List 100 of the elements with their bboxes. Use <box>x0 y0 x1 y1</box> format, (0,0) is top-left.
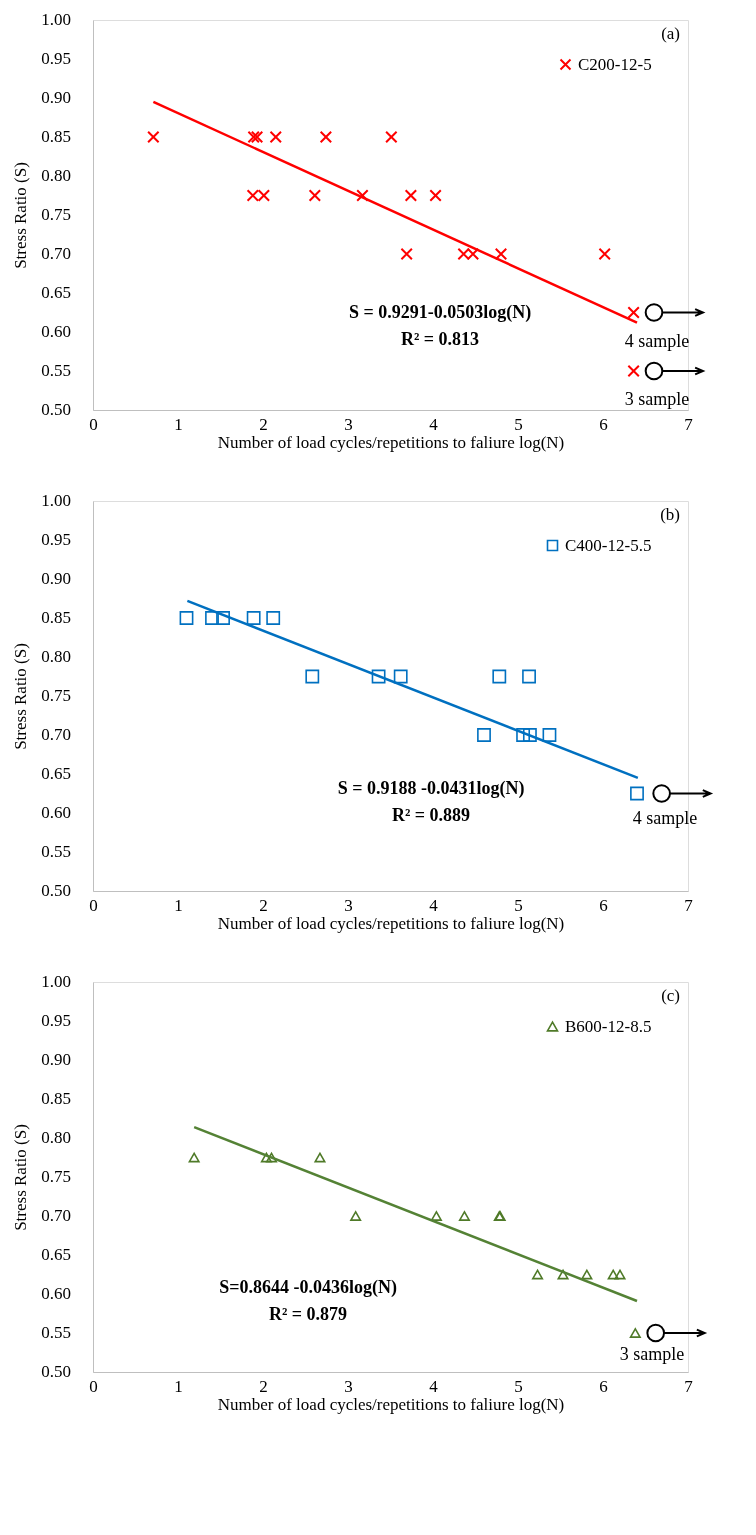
annotation: S = 0.9291-0.0503log(N) <box>348 302 532 323</box>
point <box>216 611 230 625</box>
x-tick-label: 1 <box>174 1376 183 1396</box>
y-tick-label: 0.90 <box>41 1050 71 1069</box>
x-tick-label: 7 <box>684 1376 694 1396</box>
x-tick-label: 1 <box>174 414 183 434</box>
y-tick-label: 0.75 <box>41 686 71 705</box>
y-tick-label: 1.00 <box>41 972 71 991</box>
y-tick-label: 0.50 <box>41 881 71 900</box>
point <box>522 728 537 742</box>
y-tick-label: 0.75 <box>41 205 71 224</box>
x-tick-label: 3 <box>344 1376 353 1396</box>
y-tick-label: 0.70 <box>41 725 71 744</box>
point <box>429 189 442 202</box>
point <box>385 130 398 144</box>
y-tick-label: 0.90 <box>41 88 71 107</box>
y-tick-label: 0.80 <box>41 1128 71 1147</box>
x-tick-label: 0 <box>89 1376 98 1396</box>
x-tick-label: 2 <box>259 414 268 434</box>
y-tick-label: 0.65 <box>41 283 71 302</box>
y-tick-label: 0.50 <box>41 1362 71 1381</box>
annotation: 4 sample <box>624 331 690 351</box>
legend-label: C200-12-5 <box>578 54 652 74</box>
y-tick-label: 0.95 <box>41 1011 71 1030</box>
x-tick-label: 2 <box>259 1376 268 1396</box>
annotation: R² = 0.889 <box>391 805 471 825</box>
point <box>494 247 508 261</box>
annotation: S = 0.9188 -0.0431log(N) <box>337 778 525 799</box>
annotation: (a) <box>661 24 680 43</box>
x-tick-label: 7 <box>684 895 694 915</box>
x-tick-label: 3 <box>344 895 353 915</box>
point <box>393 669 408 684</box>
y-tick-label: 0.80 <box>41 166 71 185</box>
y-tick-label: 0.65 <box>41 1245 71 1264</box>
point <box>557 1269 569 1280</box>
point <box>542 728 557 742</box>
point <box>581 1269 593 1280</box>
point <box>314 1152 326 1163</box>
legend-label: B600-12-8.5 <box>565 1016 652 1036</box>
x-tick-label: 4 <box>429 1376 439 1396</box>
point <box>430 1211 442 1221</box>
x-tick-label: 0 <box>89 895 98 915</box>
point <box>308 189 322 202</box>
y-tick-label: 0.75 <box>41 1167 71 1186</box>
x-tick-label: 3 <box>344 414 353 434</box>
annotation: 4 sample <box>632 808 698 828</box>
y-tick-label: 0.70 <box>41 244 71 263</box>
y-tick-label: 0.50 <box>41 400 71 419</box>
x-tick-label: 5 <box>514 414 523 434</box>
point <box>627 364 640 378</box>
x-tick-label: 7 <box>684 414 694 434</box>
annotation: (b) <box>660 505 680 524</box>
point <box>269 130 282 144</box>
x-tick-label: 4 <box>429 895 439 915</box>
x-tick-label: 6 <box>599 1376 608 1396</box>
annotation: 3 sample <box>619 1344 685 1364</box>
point <box>458 1211 470 1221</box>
annotation: S=0.8644 -0.0436log(N) <box>219 1277 397 1298</box>
x-tick-label: 1 <box>174 895 183 915</box>
x-tick-label: 0 <box>89 414 98 434</box>
y-tick-label: 0.85 <box>41 608 71 627</box>
point <box>371 669 386 684</box>
point <box>627 306 640 319</box>
y-tick-label: 1.00 <box>41 491 71 510</box>
x-axis-title: Number of load cycles/repetitions to faliure log(N) <box>217 432 565 452</box>
y-tick-label: 1.00 <box>41 10 71 29</box>
x-axis-title: Number of load cycles/repetitions to faliure log(N) <box>217 913 565 933</box>
annotation: 3 sample <box>624 389 690 409</box>
y-tick-label: 0.80 <box>41 647 71 666</box>
point <box>246 611 261 625</box>
point <box>492 669 507 684</box>
y-tick-label: 0.95 <box>41 530 71 549</box>
x-tick-label: 5 <box>514 895 523 915</box>
point <box>400 247 413 261</box>
x-tick-label: 4 <box>429 414 439 434</box>
point <box>404 189 418 202</box>
point <box>266 611 281 625</box>
annotation: (c) <box>661 986 680 1005</box>
point <box>147 130 160 144</box>
point <box>532 1269 544 1280</box>
point <box>305 669 320 684</box>
point <box>188 1152 200 1163</box>
x-tick-label: 2 <box>259 895 268 915</box>
point <box>260 1152 272 1163</box>
point <box>598 247 611 261</box>
point <box>607 1269 619 1280</box>
y-tick-label: 0.85 <box>41 127 71 146</box>
x-tick-label: 6 <box>599 414 608 434</box>
y-tick-label: 0.95 <box>41 49 71 68</box>
annotation: R² = 0.879 <box>268 1304 348 1324</box>
y-axis-title: Stress Ratio (S) <box>10 1124 30 1231</box>
point <box>179 611 194 625</box>
point <box>265 1152 278 1163</box>
point <box>629 1328 641 1338</box>
point <box>319 130 333 144</box>
y-axis-title: Stress Ratio (S) <box>10 162 30 269</box>
x-tick-label: 5 <box>514 1376 523 1396</box>
y-tick-label: 0.85 <box>41 1089 71 1108</box>
y-tick-label: 0.55 <box>41 361 71 380</box>
point <box>356 189 369 202</box>
